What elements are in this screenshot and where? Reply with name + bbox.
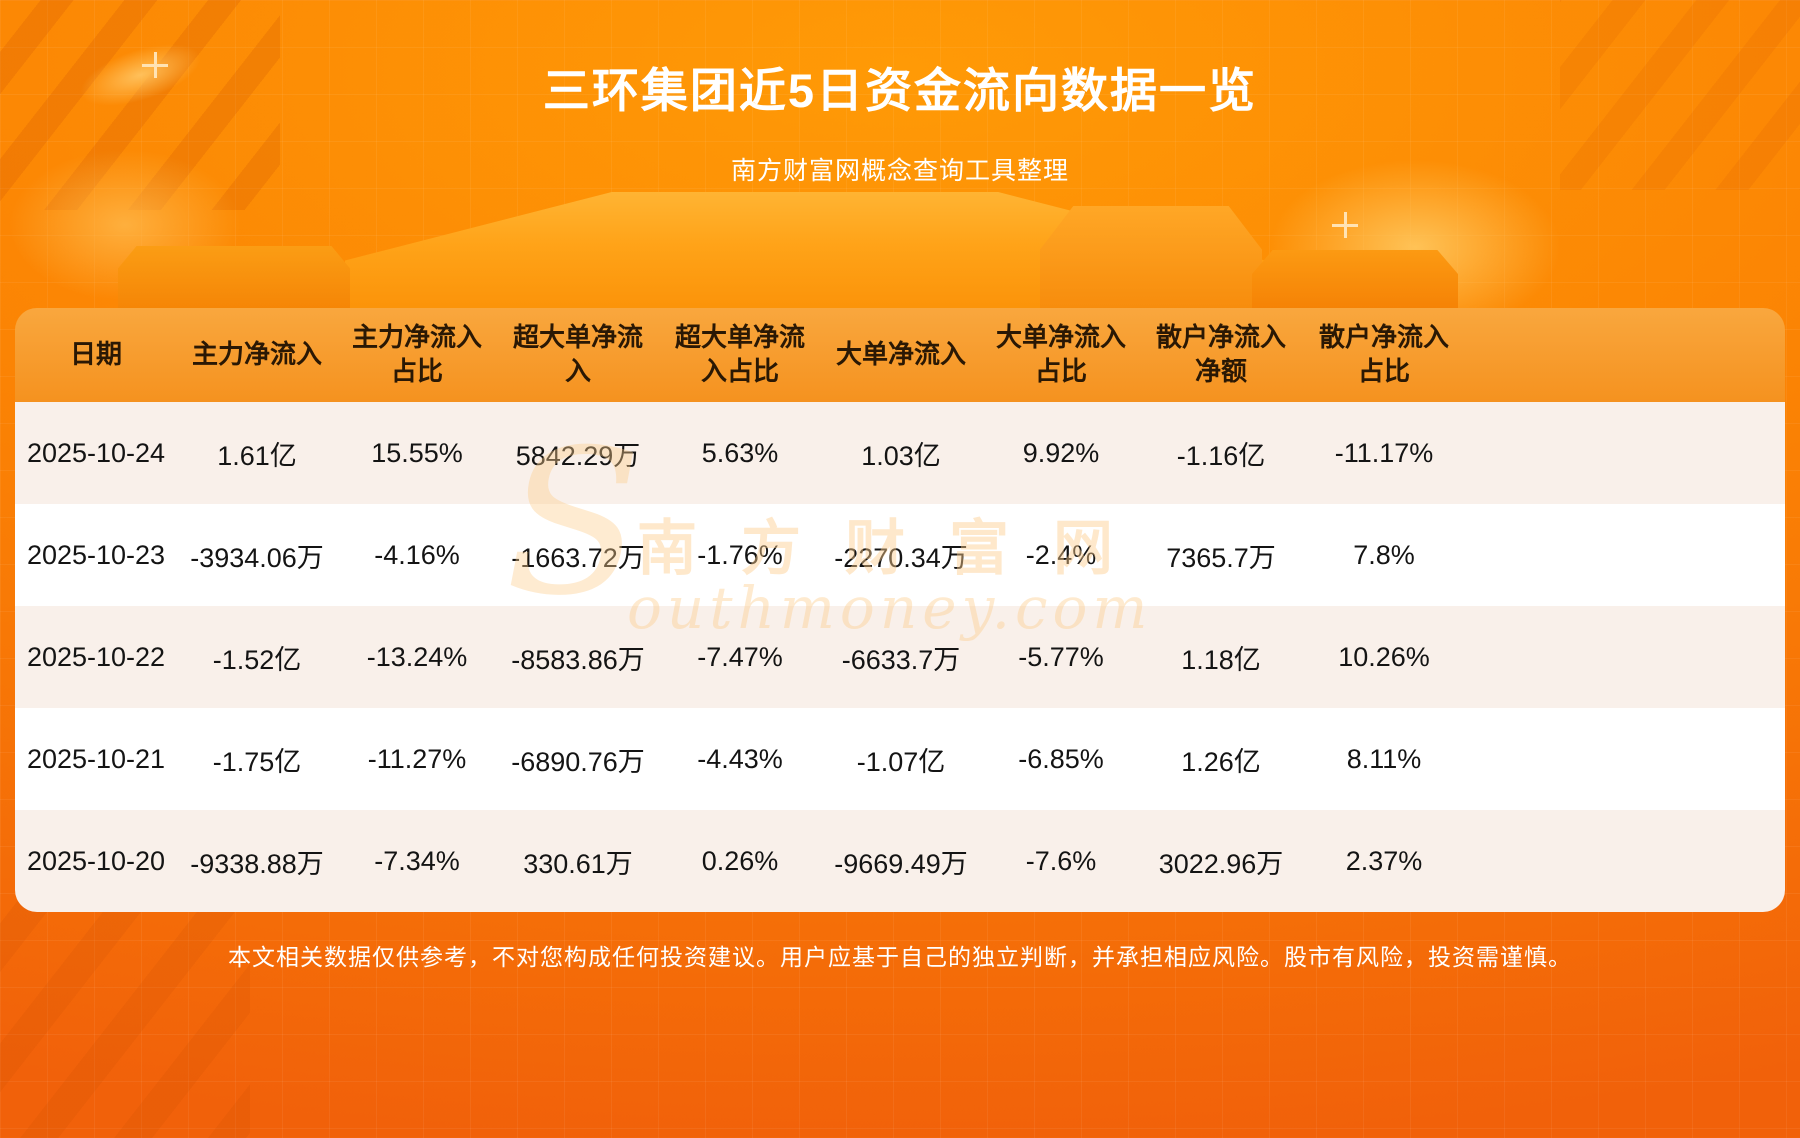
cell-main-net-inflow: -9338.88万 — [190, 848, 324, 879]
column-header-large-order-net-inflow-pct: 大单净流入 占比 — [995, 322, 1126, 386]
cell-xl-order-net-inflow: 5842.29万 — [515, 440, 641, 471]
podium-far-right-shape — [1252, 250, 1458, 310]
cell-xl-order-net-inflow: -1663.72万 — [511, 542, 645, 573]
cell-large-order-net-inflow: 1.03亿 — [861, 440, 941, 471]
cell-date: 2025-10-21 — [26, 743, 166, 774]
cell-date: 2025-10-20 — [26, 845, 166, 876]
page-subtitle: 南方财富网概念查询工具整理 — [730, 157, 1069, 185]
cell-date: 2025-10-22 — [26, 641, 166, 672]
table-header-row: 日期 主力净流入 主力净流入 占比 超大单净流 入 超大单净流 入占比 大单净流… — [15, 308, 1785, 402]
cell-xl-order-net-inflow-pct: 5.63% — [701, 437, 779, 468]
sparkle-icon — [1332, 212, 1358, 238]
cell-large-order-net-inflow: -2270.34万 — [834, 542, 968, 573]
cell-main-net-inflow: -1.52亿 — [212, 644, 302, 675]
cell-xl-order-net-inflow-pct: 0.26% — [701, 845, 779, 876]
cell-large-order-net-inflow-pct: -6.85% — [1018, 743, 1104, 774]
cell-xl-order-net-inflow-pct: -1.76% — [697, 539, 783, 570]
column-header-main-net-inflow: 主力净流入 — [191, 339, 322, 370]
sparkle-icon — [142, 52, 168, 78]
cell-retail-net-inflow: 1.26亿 — [1181, 746, 1261, 777]
cell-large-order-net-inflow-pct: -7.6% — [1025, 845, 1097, 876]
cell-retail-net-inflow-pct: 7.8% — [1353, 539, 1415, 570]
cell-retail-net-inflow-pct: 2.37% — [1345, 845, 1423, 876]
table-row: 2025-10-22 -1.52亿 -13.24% -8583.86万 -7.4… — [15, 606, 1785, 708]
cell-main-net-inflow-pct: -11.27% — [367, 743, 467, 774]
podium-right-shape — [1040, 206, 1262, 310]
corner-streaks-bottom-left — [0, 880, 250, 1138]
podium-left-shape — [118, 246, 350, 310]
cell-large-order-net-inflow-pct: -5.77% — [1018, 641, 1104, 672]
cell-xl-order-net-inflow: -8583.86万 — [511, 644, 645, 675]
cell-large-order-net-inflow-pct: -2.4% — [1025, 539, 1097, 570]
cell-xl-order-net-inflow: 330.61万 — [523, 848, 633, 879]
column-header-retail-net-inflow-pct: 散户净流入 占比 — [1318, 322, 1449, 386]
cell-main-net-inflow-pct: -13.24% — [366, 641, 468, 672]
cell-retail-net-inflow: -1.16亿 — [1176, 440, 1266, 471]
cell-large-order-net-inflow-pct: 9.92% — [1022, 437, 1100, 468]
corner-streaks-top-right — [1560, 0, 1800, 190]
cell-large-order-net-inflow: -6633.7万 — [841, 644, 961, 675]
column-header-main-net-inflow-pct: 主力净流入 占比 — [351, 322, 482, 386]
fund-flow-table: 日期 主力净流入 主力净流入 占比 超大单净流 入 超大单净流 入占比 大单净流… — [15, 308, 1785, 912]
cell-xl-order-net-inflow-pct: -4.43% — [697, 743, 783, 774]
cell-main-net-inflow: -1.75亿 — [212, 746, 302, 777]
cell-retail-net-inflow-pct: 8.11% — [1346, 743, 1422, 774]
cell-xl-order-net-inflow: -6890.76万 — [511, 746, 645, 777]
cell-retail-net-inflow-pct: -11.17% — [1334, 437, 1434, 468]
cell-main-net-inflow: 1.61亿 — [217, 440, 297, 471]
table-row: 2025-10-21 -1.75亿 -11.27% -6890.76万 -4.4… — [15, 708, 1785, 810]
cell-retail-net-inflow: 3022.96万 — [1158, 848, 1284, 879]
cell-large-order-net-inflow: -9669.49万 — [834, 848, 968, 879]
cell-main-net-inflow: -3934.06万 — [190, 542, 324, 573]
cell-retail-net-inflow: 1.18亿 — [1181, 644, 1261, 675]
page-title: 三环集团近5日资金流向数据一览 — [542, 64, 1258, 117]
table-row: 2025-10-24 1.61亿 15.55% 5842.29万 5.63% 1… — [15, 402, 1785, 504]
column-header-large-order-net-inflow: 大单净流入 — [835, 339, 966, 370]
table-row: 2025-10-23 -3934.06万 -4.16% -1663.72万 -1… — [15, 504, 1785, 606]
cell-date: 2025-10-24 — [26, 437, 166, 468]
table-row: 2025-10-20 -9338.88万 -7.34% 330.61万 0.26… — [15, 810, 1785, 912]
column-header-xl-order-net-inflow-pct: 超大单净流 入占比 — [674, 322, 805, 386]
cell-retail-net-inflow-pct: 10.26% — [1338, 641, 1430, 672]
column-header-date: 日期 — [69, 339, 122, 370]
cell-main-net-inflow-pct: -7.34% — [374, 845, 460, 876]
cell-main-net-inflow-pct: -4.16% — [374, 539, 460, 570]
cell-xl-order-net-inflow-pct: -7.47% — [697, 641, 783, 672]
cell-large-order-net-inflow: -1.07亿 — [856, 746, 946, 777]
column-header-retail-net-inflow: 散户净流入 净额 — [1155, 322, 1286, 386]
cell-date: 2025-10-23 — [26, 539, 166, 570]
column-header-xl-order-net-inflow: 超大单净流 入 — [512, 322, 643, 386]
cell-main-net-inflow-pct: 15.55% — [371, 437, 463, 468]
cell-retail-net-inflow: 7365.7万 — [1166, 542, 1276, 573]
disclaimer-text: 本文相关数据仅供参考，不对您构成任何投资建议。用户应基于自己的独立判断，并承担相… — [228, 944, 1572, 970]
